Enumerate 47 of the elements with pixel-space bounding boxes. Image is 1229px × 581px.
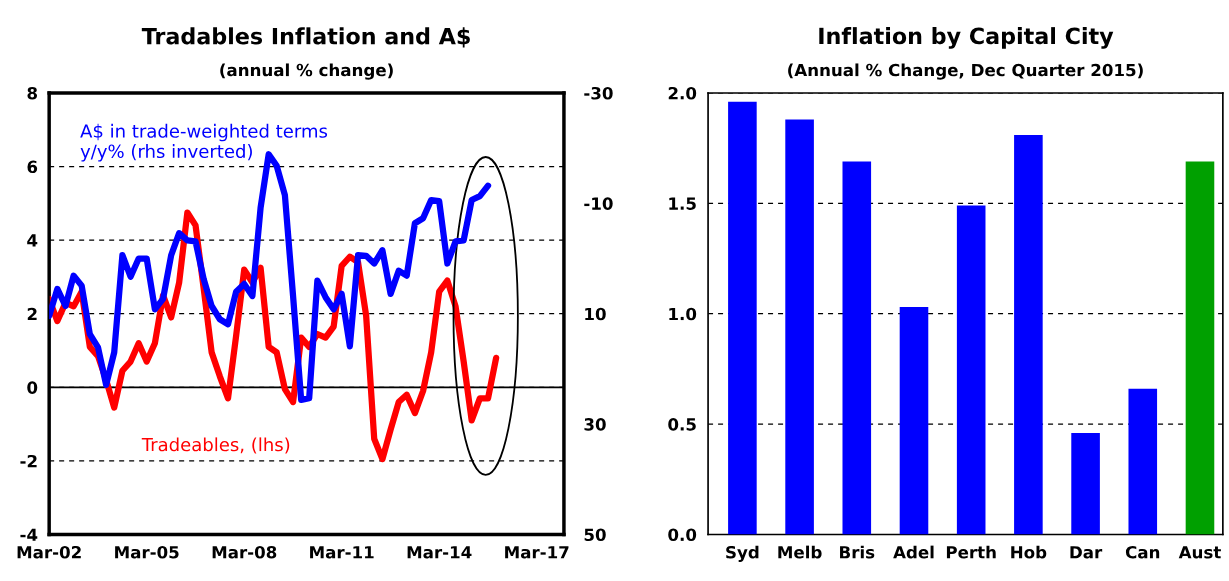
series-label: Tradeables, (lhs) [141, 437, 290, 454]
y2-tick-label: 50 [584, 528, 606, 542]
x-tick-label: Syd [726, 545, 759, 562]
y-tick-label: 4 [27, 234, 38, 247]
y-tick-label: -4 [20, 528, 38, 541]
y-tick-label: -2 [20, 454, 37, 468]
chart-title: Inflation by Capital City [819, 27, 1114, 49]
bar [842, 161, 872, 535]
y-tick-label: 0.5 [668, 418, 696, 431]
y2-tick-label: -30 [584, 86, 613, 100]
y-tick-label: 0.0 [668, 528, 697, 542]
bar [1185, 161, 1215, 535]
x-tick-label: Dar [1070, 546, 1103, 559]
x-tick-label: Mar-05 [115, 545, 179, 559]
x-tick-label: Perth [946, 545, 996, 559]
bar [899, 307, 929, 535]
y2-tick-label: 30 [584, 418, 606, 431]
x-tick-label: Bris [840, 545, 875, 559]
x-tick-label: Can [1125, 545, 1160, 559]
x-tick-label: Aust [1178, 546, 1221, 559]
x-tick-label: Mar-14 [407, 546, 472, 559]
x-tick-label: Hob [1011, 545, 1047, 559]
x-tick-label: Mar-11 [310, 546, 374, 559]
y-tick-label: 6 [27, 160, 38, 174]
bar [1071, 432, 1100, 535]
y-tick-label: 8 [27, 86, 38, 100]
chart-subtitle: (Annual % Change, Dec Quarter 2015) [788, 63, 1143, 80]
bar [1128, 388, 1158, 535]
y-tick-label: 2 [27, 307, 37, 321]
y-tick-label: 2.0 [668, 86, 697, 100]
x-tick-label: Mar-08 [212, 545, 277, 559]
bar [728, 101, 757, 535]
chart-title: Tradables Inflation and A$ [141, 27, 470, 48]
bar [956, 205, 986, 535]
y2-tick-label: -10 [584, 197, 613, 210]
text: A$ in trade-weighted terms y/y% (rhs inverted) [80, 123, 328, 162]
x-tick-label: Mar-02 [17, 545, 81, 559]
y-tick-label: 1.5 [669, 197, 696, 210]
x-tick-label: Melb [778, 545, 822, 559]
x-tick-label: Mar-17 [505, 546, 569, 559]
chart-subtitle: (annual % change) [220, 63, 393, 80]
x-tick-label: Adel [893, 545, 934, 559]
y-tick-label: 0 [27, 381, 38, 394]
y-tick-label: 1.0 [669, 307, 697, 321]
bar [1014, 134, 1043, 535]
bar [785, 119, 814, 535]
y2-tick-label: 10 [585, 307, 606, 321]
